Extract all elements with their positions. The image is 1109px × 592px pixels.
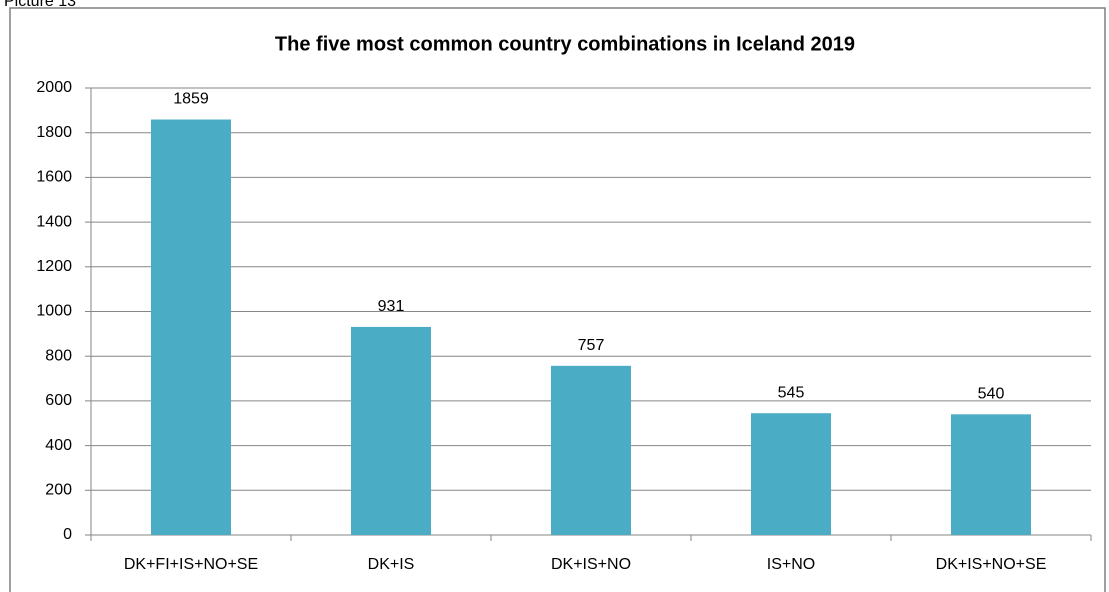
y-tick-label: 200 [45,482,72,499]
data-label: 931 [378,298,405,315]
data-label: 545 [778,384,805,401]
x-tick-label: DK+IS [368,556,415,573]
data-label: 540 [978,386,1005,403]
y-tick-label: 1600 [36,169,72,186]
x-tick-label: DK+IS+NO [551,556,631,573]
chart-title: The five most common country combination… [275,33,855,55]
y-tick-label: 1800 [36,124,72,141]
x-tick-label: IS+NO [767,556,815,573]
data-label: 1859 [173,91,209,108]
bar [151,119,231,536]
bar [551,365,631,535]
y-tick-label: 800 [45,347,72,364]
bar [351,326,431,535]
bar [751,413,831,535]
y-tick-label: 1200 [36,258,72,275]
y-tick-label: 0 [63,526,72,543]
y-tick-label: 600 [45,392,72,409]
data-label: 757 [578,337,605,354]
bar [951,414,1031,535]
y-tick-label: 2000 [36,79,72,96]
y-tick-label: 1400 [36,213,72,230]
y-tick-label: 400 [45,437,72,454]
x-tick-label: DK+FI+IS+NO+SE [124,556,258,573]
y-tick-label: 1000 [36,303,72,320]
caption: Picture 13 [4,0,76,10]
x-tick-label: DK+IS+NO+SE [936,556,1047,573]
